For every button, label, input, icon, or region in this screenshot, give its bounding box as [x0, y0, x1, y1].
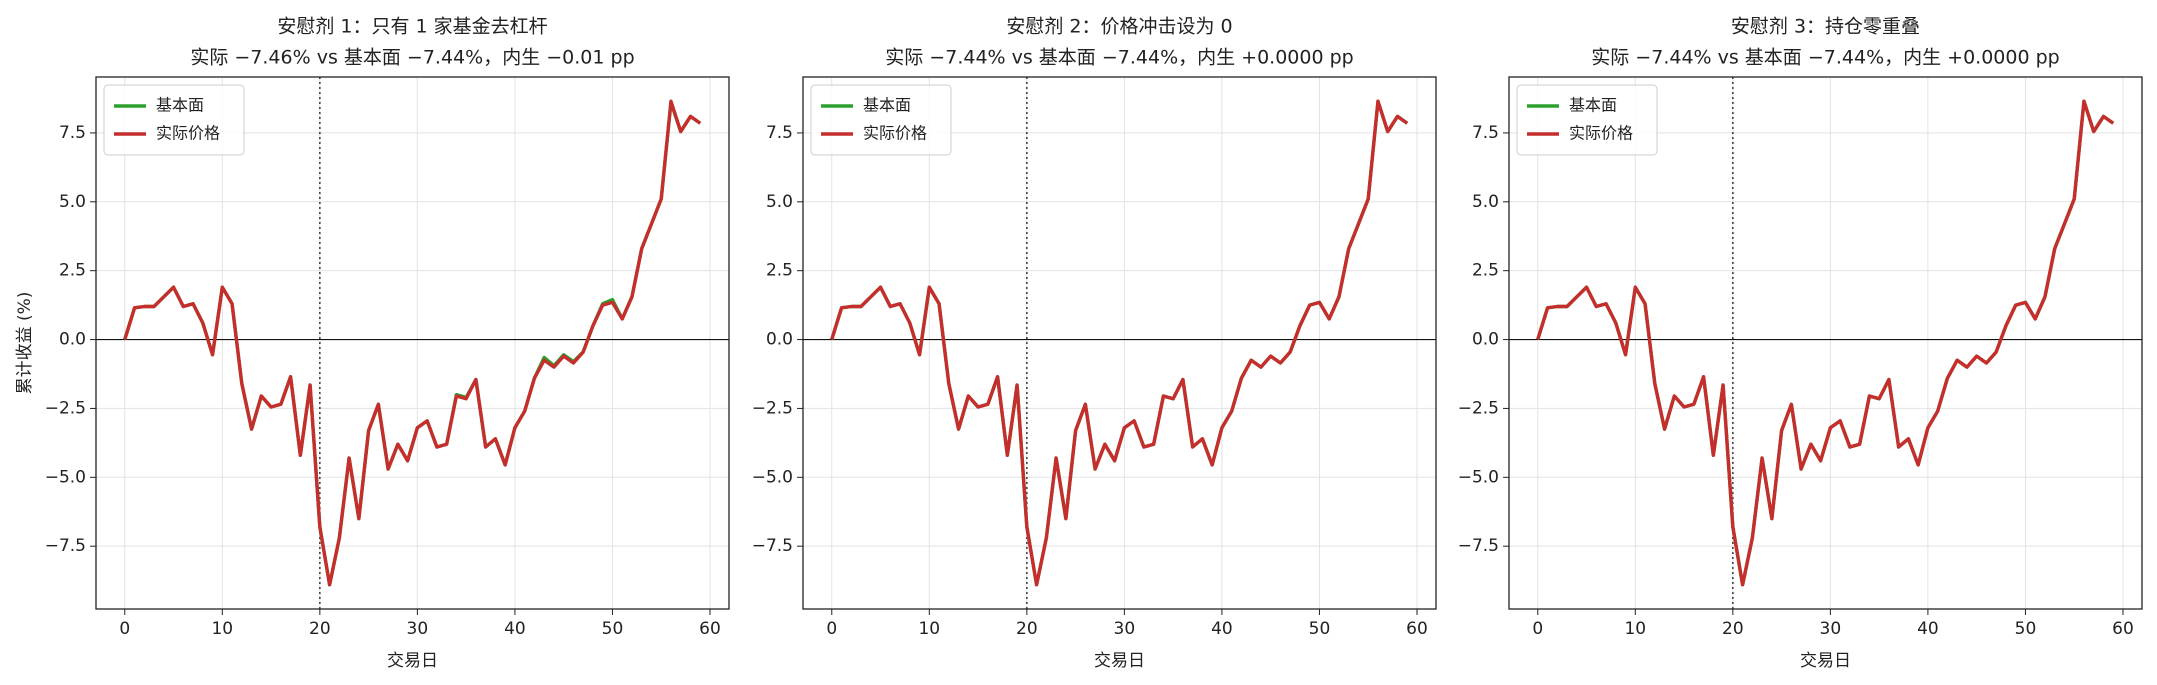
x-tick-label: 40 [1211, 619, 1233, 639]
x-tick-label: 20 [309, 619, 331, 639]
series-line [1536, 99, 2115, 587]
x-tick-label: 10 [918, 619, 940, 639]
y-tick-label: 7.5 [59, 123, 86, 143]
y-tick-label: −7.5 [752, 536, 793, 556]
y-tick-label: 2.5 [59, 261, 86, 281]
chart-title: 安慰剂 2：价格冲击设为 0 [1006, 16, 1232, 38]
y-tick-label: 0.0 [1472, 330, 1499, 350]
series-line [123, 99, 702, 587]
y-tick-label: −7.5 [45, 536, 86, 556]
plot-frame [95, 76, 730, 610]
x-tick-label: 60 [2112, 619, 2134, 639]
y-tick-label: −2.5 [752, 398, 793, 418]
legend-label: 实际价格 [156, 124, 220, 143]
y-tick-label: 2.5 [766, 261, 793, 281]
plot-frame [1508, 76, 2143, 610]
y-tick-label: 5.0 [766, 192, 793, 212]
legend-box [1516, 84, 1658, 156]
x-axis-label: 交易日 [1094, 651, 1145, 671]
y-tick-label: −5.0 [1458, 467, 1499, 487]
x-tick-label: 0 [1532, 619, 1543, 639]
y-tick-label: 0.0 [59, 330, 86, 350]
x-tick-label: 60 [1406, 619, 1428, 639]
y-tick-label: −2.5 [45, 398, 86, 418]
chart-title: 安慰剂 1：只有 1 家基金去杠杆 [277, 16, 547, 38]
legend-box [103, 84, 245, 156]
series-line [123, 100, 702, 587]
x-tick-label: 20 [1722, 619, 1744, 639]
legend-label: 实际价格 [1569, 124, 1633, 143]
x-tick-label: 20 [1016, 619, 1038, 639]
chart-subtitle: 实际 −7.44% vs 基本面 −7.44%，内生 +0.0000 pp [1591, 47, 2059, 69]
y-tick-label: −5.0 [752, 467, 793, 487]
plot-frame [802, 76, 1437, 610]
y-tick-label: 0.0 [766, 330, 793, 350]
x-tick-label: 50 [602, 619, 624, 639]
x-tick-label: 50 [2015, 619, 2037, 639]
x-tick-label: 50 [1309, 619, 1331, 639]
series-line [1536, 99, 2115, 587]
x-tick-label: 30 [1114, 619, 1136, 639]
x-tick-label: 30 [407, 619, 429, 639]
y-tick-label: 2.5 [1472, 261, 1499, 281]
x-axis-label: 交易日 [1800, 651, 1851, 671]
legend-label: 基本面 [1569, 96, 1617, 115]
legend-label: 基本面 [156, 96, 204, 115]
y-tick-label: −7.5 [1458, 536, 1499, 556]
series-line [830, 99, 1409, 587]
legend-label: 实际价格 [863, 124, 927, 143]
x-tick-label: 10 [1624, 619, 1646, 639]
y-tick-label: 5.0 [1472, 192, 1499, 212]
x-tick-label: 60 [699, 619, 721, 639]
legend-box [810, 84, 952, 156]
chart-title: 安慰剂 3：持仓零重叠 [1731, 16, 1920, 38]
y-tick-label: −2.5 [1458, 398, 1499, 418]
x-tick-label: 10 [211, 619, 233, 639]
x-tick-label: 40 [1917, 619, 1939, 639]
x-tick-label: 40 [504, 619, 526, 639]
series-line [830, 99, 1409, 587]
x-tick-label: 30 [1820, 619, 1842, 639]
chart-subtitle: 实际 −7.44% vs 基本面 −7.44%，内生 +0.0000 pp [885, 47, 1353, 69]
x-axis-label: 交易日 [387, 651, 438, 671]
chart-subtitle: 实际 −7.46% vs 基本面 −7.44%，内生 −0.01 pp [190, 47, 634, 69]
y-tick-label: 7.5 [766, 123, 793, 143]
y-axis-label: 累计收益 (%) [15, 292, 35, 395]
y-tick-label: 7.5 [1472, 123, 1499, 143]
y-tick-label: 5.0 [59, 192, 86, 212]
x-tick-label: 0 [119, 619, 130, 639]
y-tick-label: −5.0 [45, 467, 86, 487]
x-tick-label: 0 [826, 619, 837, 639]
legend-label: 基本面 [863, 96, 911, 115]
